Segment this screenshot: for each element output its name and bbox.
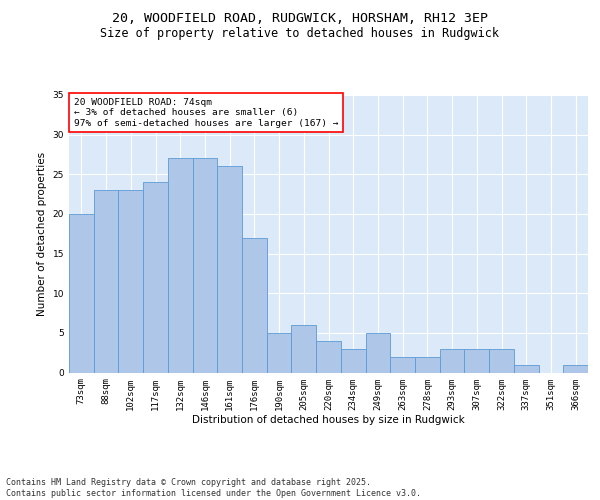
- Bar: [292, 325, 316, 372]
- Bar: [415, 356, 440, 372]
- Bar: [168, 158, 193, 372]
- Bar: [143, 182, 168, 372]
- Bar: [94, 190, 118, 372]
- Bar: [390, 356, 415, 372]
- Bar: [193, 158, 217, 372]
- Bar: [489, 348, 514, 372]
- Text: 20, WOODFIELD ROAD, RUDGWICK, HORSHAM, RH12 3EP: 20, WOODFIELD ROAD, RUDGWICK, HORSHAM, R…: [112, 12, 488, 26]
- Text: Contains HM Land Registry data © Crown copyright and database right 2025.
Contai: Contains HM Land Registry data © Crown c…: [6, 478, 421, 498]
- Text: Size of property relative to detached houses in Rudgwick: Size of property relative to detached ho…: [101, 28, 499, 40]
- Bar: [242, 238, 267, 372]
- Bar: [316, 341, 341, 372]
- Bar: [267, 333, 292, 372]
- Bar: [365, 333, 390, 372]
- Bar: [464, 348, 489, 372]
- X-axis label: Distribution of detached houses by size in Rudgwick: Distribution of detached houses by size …: [192, 415, 465, 425]
- Bar: [69, 214, 94, 372]
- Y-axis label: Number of detached properties: Number of detached properties: [37, 152, 47, 316]
- Bar: [118, 190, 143, 372]
- Bar: [563, 364, 588, 372]
- Bar: [514, 364, 539, 372]
- Bar: [341, 348, 365, 372]
- Text: 20 WOODFIELD ROAD: 74sqm
← 3% of detached houses are smaller (6)
97% of semi-det: 20 WOODFIELD ROAD: 74sqm ← 3% of detache…: [74, 98, 338, 128]
- Bar: [217, 166, 242, 372]
- Bar: [440, 348, 464, 372]
